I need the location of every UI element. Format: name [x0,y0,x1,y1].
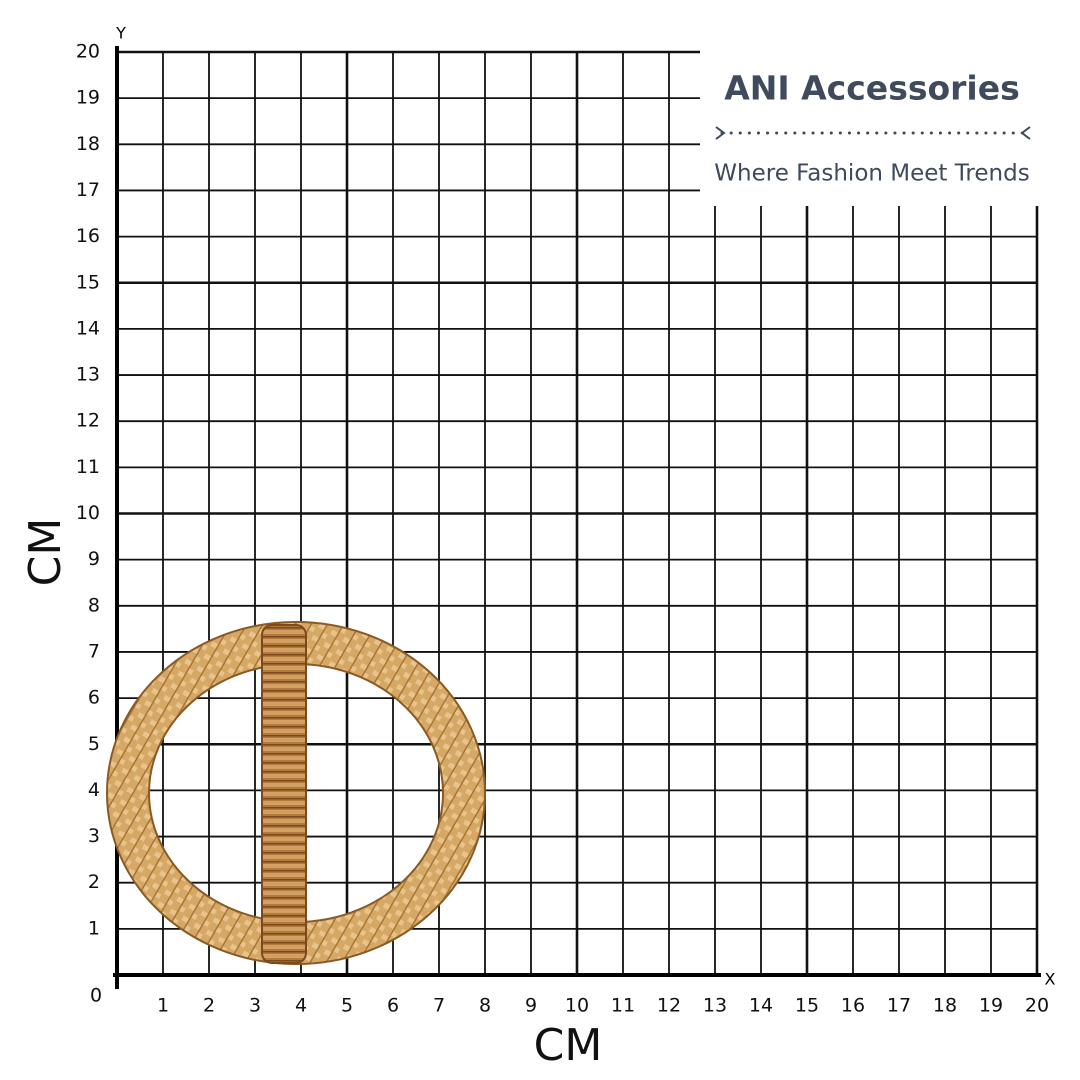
rattan-buckle [106,621,486,965]
y-tick-label: 20 [76,41,100,63]
graph-grid: 1 2 3 4 5 6 7 8 9 10 11 12 13 14 15 16 17 18 19 20123456789… [76,24,1056,1017]
y-tick-label: 11 [76,456,100,478]
x-unit: CM [534,1020,603,1071]
x-tick-label: 4 [295,995,307,1017]
x-tick-label: 7 [433,995,445,1017]
y-tick-label: 12 [76,410,100,432]
y-tick-label: 1 [88,917,100,939]
y-tick-label: 9 [88,548,100,570]
y-tick-label: 5 [88,733,100,755]
x-tick-label: 6 [387,995,399,1017]
x-tick-label: 12 [657,995,681,1017]
y-tick-label: 17 [76,179,100,201]
y-tick-label: 7 [88,640,100,662]
y-tick-label: 19 [76,87,100,109]
y-axis-letter: Y [115,24,126,43]
y-tick-label: 15 [76,271,100,293]
x-tick-label: 16 [841,995,865,1017]
origin-label: 0 [90,985,102,1007]
x-tick-label: 5 [341,995,353,1017]
x-tick-label: 17 [887,995,911,1017]
y-tick-label: 18 [76,133,100,155]
y-tick-label: 16 [76,225,100,247]
y-tick-label: 10 [76,502,100,524]
x-tick-label: 8 [479,995,491,1017]
y-tick-label: 13 [76,364,100,386]
x-tick-label: 10 [565,995,589,1017]
x-tick-label: 2 [203,995,215,1017]
x-tick-label: 19 [979,995,1003,1017]
x-tick-label: 3 [249,995,261,1017]
y-unit: CM [20,518,71,587]
y-tick-label: 4 [88,779,100,801]
y-tick-label: 2 [88,871,100,893]
divider [715,126,1031,140]
y-tick-label: 6 [88,687,100,709]
brand-tagline: Where Fashion Meet Trends [714,161,1029,187]
y-tick-label: 14 [76,317,100,339]
x-tick-label: 18 [933,995,957,1017]
y-tick-label: 8 [88,594,100,616]
brand-name: ANI Accessories [724,69,1020,108]
x-tick-label: 11 [611,995,635,1017]
x-tick-label: 13 [703,995,727,1017]
x-tick-label: 9 [525,995,537,1017]
x-tick-label: 20 [1025,995,1049,1017]
x-tick-label: 1 [157,995,169,1017]
y-tick-label: 3 [88,825,100,847]
brand-box [700,42,1046,206]
x-tick-label: 15 [795,995,819,1017]
x-axis-letter: X [1045,970,1056,989]
x-tick-label: 14 [749,995,773,1017]
